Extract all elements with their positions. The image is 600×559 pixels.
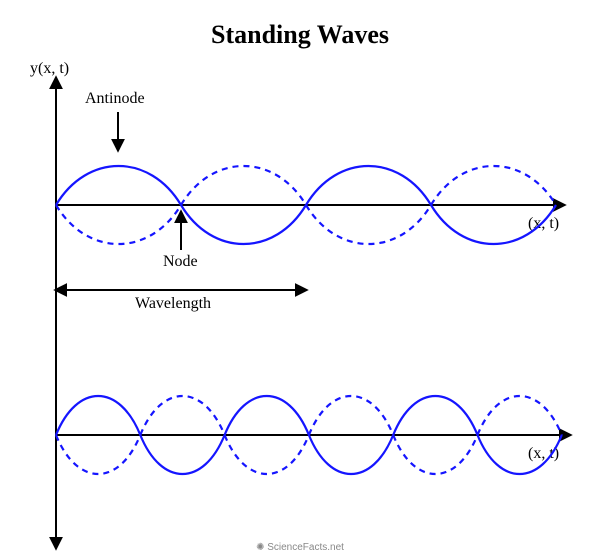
diagram-svg	[0, 0, 600, 559]
watermark: ✺ ScienceFacts.net	[0, 542, 600, 553]
